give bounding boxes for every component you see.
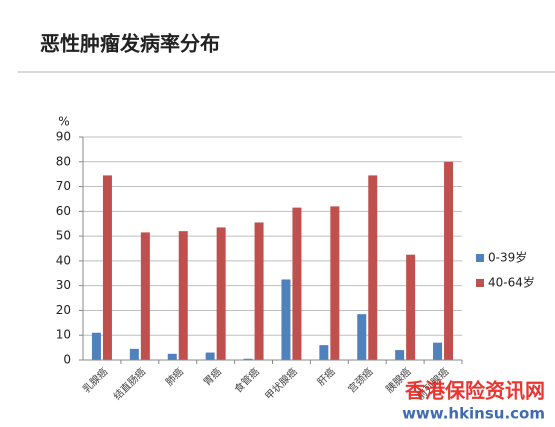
bar <box>292 207 302 360</box>
bar <box>433 342 443 360</box>
bar <box>216 227 226 360</box>
chart-title: 恶性肿瘤发病率分布 <box>40 32 220 56</box>
bar <box>91 332 101 360</box>
legend-swatch <box>476 279 484 287</box>
bar <box>395 350 405 360</box>
bar <box>243 358 253 360</box>
x-tick-label: 肺癌 <box>163 365 186 388</box>
y-tick-label: 30 <box>56 278 71 292</box>
bar <box>357 314 367 360</box>
x-tick-label: 食管癌 <box>231 365 261 395</box>
y-tick-label: 70 <box>56 179 71 193</box>
x-tick-label: 甲状腺癌 <box>262 365 299 402</box>
y-tick-label: 80 <box>56 154 71 168</box>
legend-label: 0-39岁 <box>488 250 527 265</box>
x-tick-label: 宫颈癌 <box>345 365 375 395</box>
x-tick-label: 乳腺癌 <box>80 365 110 395</box>
bar <box>406 254 416 360</box>
y-tick-label: 50 <box>56 229 71 243</box>
x-tick-label: 胃癌 <box>201 365 224 388</box>
legend-swatch <box>476 254 484 262</box>
bar <box>281 279 291 360</box>
x-tick-label: 肝癌 <box>314 365 337 388</box>
bar <box>319 345 329 360</box>
x-tick-label: 结直肠癌 <box>111 365 148 402</box>
y-tick-label: 20 <box>56 303 71 317</box>
bar <box>140 232 150 360</box>
bar <box>129 348 139 360</box>
watermark-url: www.hkinsu.com <box>402 405 545 423</box>
bar <box>330 206 340 360</box>
bar <box>205 352 215 360</box>
y-axis-label: % <box>58 115 69 129</box>
legend-label: 40-64岁 <box>488 275 535 290</box>
y-tick-label: 60 <box>56 204 71 218</box>
bar <box>167 353 177 360</box>
bar <box>368 175 378 360</box>
bar <box>178 231 188 360</box>
y-tick-label: 40 <box>56 253 71 267</box>
bar <box>444 161 454 360</box>
bar <box>254 222 264 360</box>
bar <box>102 175 112 360</box>
watermark-name: 香港保险资讯网 <box>405 379 545 403</box>
y-tick-label: 10 <box>56 328 71 342</box>
y-tick-label: 0 <box>63 353 71 367</box>
y-tick-label: 90 <box>56 130 71 144</box>
